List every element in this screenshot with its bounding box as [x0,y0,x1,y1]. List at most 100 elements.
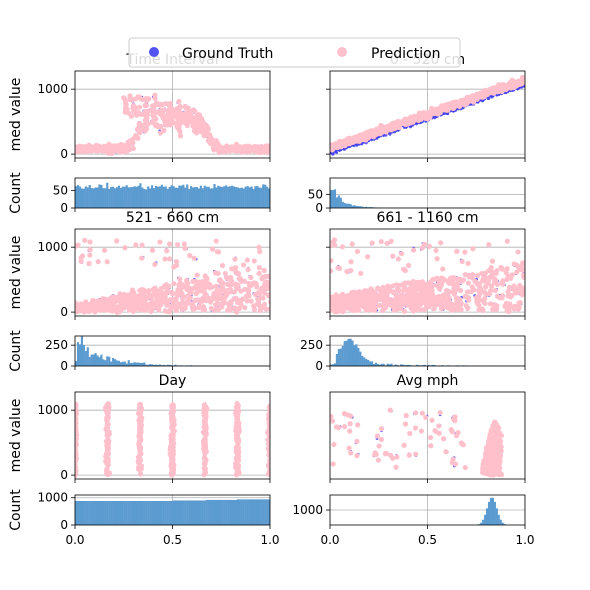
point-prediction [231,306,237,312]
histogram-bar [86,187,89,208]
panel-0: 01000Time Intervalmed value [8,52,271,162]
point-prediction [190,123,196,129]
histogram-bar [147,186,150,208]
point-prediction [375,128,381,134]
histogram-bar [133,186,136,208]
histogram-bar [131,187,134,208]
histogram-bar [114,188,117,208]
point-prediction [140,97,146,103]
histogram-bar [337,195,340,208]
point-prediction [158,123,164,130]
point-prediction [225,290,231,296]
histogram-bar [331,190,335,208]
y-tick-label: 50 [53,183,68,197]
histogram-bar [217,185,220,208]
histogram-bar [156,186,160,208]
point-prediction [192,297,198,304]
point-prediction [122,96,128,102]
point-prediction [149,247,156,253]
y-tick-label: 0 [60,147,68,161]
histogram-bar [164,186,167,208]
point-ground-truth [487,97,491,100]
point-prediction [162,284,168,290]
point-prediction [259,275,265,282]
histogram-bar [106,182,109,208]
point-prediction [169,106,175,112]
point-prediction [102,296,109,302]
point-prediction [254,301,260,307]
histogram-bar [151,185,154,208]
point-prediction [187,295,193,301]
point-prediction [262,144,269,150]
histogram-bar [209,188,212,208]
histogram-bar [205,186,208,208]
point-prediction [231,146,237,153]
panel-5: 661 - 1160 cm [326,210,526,320]
point-prediction [238,298,244,304]
histogram-bar [262,184,265,208]
histogram-bar [232,186,236,208]
point-prediction [342,138,348,144]
histogram-bar [215,187,218,208]
point-prediction [453,101,459,107]
histogram-bar [246,186,249,208]
point-prediction [431,110,437,117]
point-prediction [75,242,81,248]
histogram-bar [353,205,356,208]
histogram-bar [82,188,85,208]
plot-area-4 [75,229,270,316]
histogram-bar [94,187,97,208]
point-prediction [157,130,164,136]
histogram-bar [229,186,232,208]
point-prediction [151,103,157,109]
point-prediction [257,149,263,156]
point-prediction [474,92,480,98]
histogram-bar [135,186,138,208]
point-prediction [404,119,410,125]
y-tick-label: 0 [60,201,68,215]
point-prediction [84,305,90,312]
histogram-bar [145,189,148,208]
histogram-bar [100,185,103,208]
point-prediction [152,261,158,268]
point-prediction [127,95,133,101]
y-axis-label: med value [8,78,24,152]
histogram-bar [203,185,206,208]
point-prediction [123,299,129,305]
point-prediction [119,149,125,155]
panel-1: 0 - 520 cm [326,52,526,162]
point-prediction [190,107,196,113]
point-prediction [167,100,173,107]
point-prediction [167,119,173,126]
histogram-bar [266,186,269,208]
point-prediction [170,290,176,297]
point-ground-truth [331,152,335,156]
histogram-bar [197,188,200,208]
point-prediction [245,267,251,273]
histogram-bar [333,189,337,208]
point-prediction [193,278,199,284]
point-prediction [254,284,260,290]
point-prediction [412,117,418,123]
histogram-bar [162,186,165,208]
point-prediction [208,305,215,312]
point-prediction [182,245,188,251]
point-prediction [135,94,141,100]
histogram-bar [236,187,239,208]
point-prediction [464,94,470,101]
point-prediction [386,126,393,132]
point-prediction [150,118,156,125]
point-prediction [225,307,231,313]
point-prediction [176,98,182,104]
point-prediction [206,138,212,144]
point-prediction [94,145,100,151]
point-prediction [173,109,179,115]
histogram-bar [225,185,228,208]
point-prediction [173,296,179,302]
histogram-bar [178,185,181,208]
point-prediction [82,237,88,243]
point-prediction [191,255,197,261]
point-prediction [262,281,268,287]
histogram-bar [90,187,93,208]
histogram-bar [174,187,177,208]
